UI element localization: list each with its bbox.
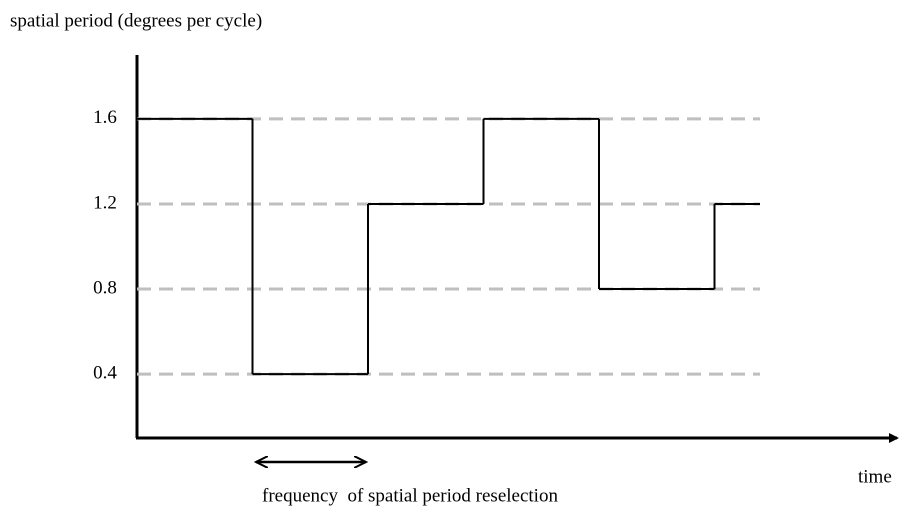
annotation: frequency of spatial period reselection [262, 485, 558, 506]
y-tick-label: 1.6 [93, 107, 117, 128]
x-axis-label: time [858, 466, 892, 487]
y-tick-label: 0.4 [93, 363, 117, 384]
y-axis-label: spatial period (degrees per cycle) [10, 10, 262, 31]
y-tick-label: 1.2 [93, 192, 117, 213]
y-tick-label: 0.8 [93, 277, 117, 298]
